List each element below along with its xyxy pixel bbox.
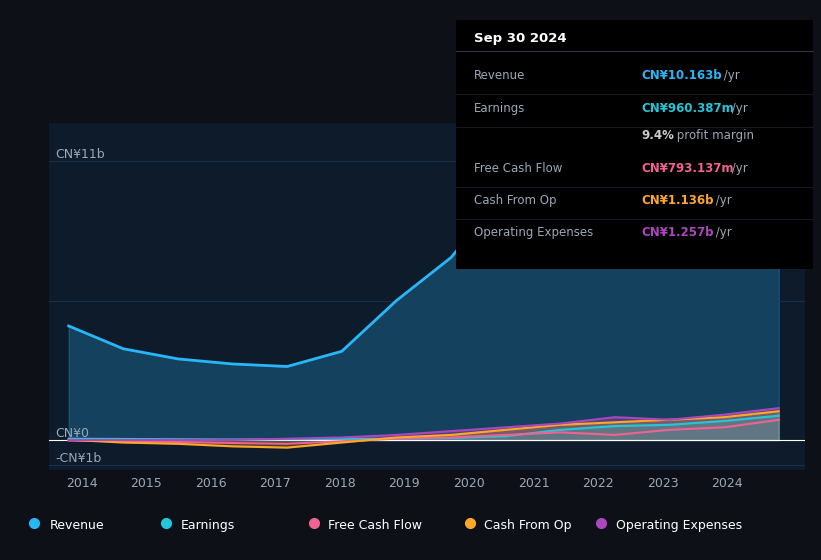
Text: Cash From Op: Cash From Op bbox=[484, 519, 572, 531]
Text: /yr: /yr bbox=[720, 69, 740, 82]
Text: /yr: /yr bbox=[712, 226, 732, 240]
Text: CN¥1.136b: CN¥1.136b bbox=[641, 194, 714, 207]
Text: CN¥1.257b: CN¥1.257b bbox=[641, 226, 714, 240]
Text: Revenue: Revenue bbox=[49, 519, 104, 531]
Text: Earnings: Earnings bbox=[474, 102, 525, 115]
Text: 9.4%: 9.4% bbox=[641, 129, 674, 142]
Text: CN¥11b: CN¥11b bbox=[56, 148, 105, 161]
Text: /yr: /yr bbox=[727, 162, 748, 175]
Text: Sep 30 2024: Sep 30 2024 bbox=[474, 32, 566, 45]
Text: /yr: /yr bbox=[727, 102, 748, 115]
Text: Free Cash Flow: Free Cash Flow bbox=[328, 519, 422, 531]
Text: Revenue: Revenue bbox=[474, 69, 525, 82]
Text: Operating Expenses: Operating Expenses bbox=[474, 226, 593, 240]
Text: profit margin: profit margin bbox=[672, 129, 754, 142]
Text: -CN¥1b: -CN¥1b bbox=[56, 452, 102, 465]
Text: CN¥10.163b: CN¥10.163b bbox=[641, 69, 722, 82]
Text: Operating Expenses: Operating Expenses bbox=[616, 519, 742, 531]
Text: Free Cash Flow: Free Cash Flow bbox=[474, 162, 562, 175]
Text: /yr: /yr bbox=[712, 194, 732, 207]
Text: CN¥0: CN¥0 bbox=[56, 427, 89, 440]
Text: Earnings: Earnings bbox=[181, 519, 235, 531]
Text: Cash From Op: Cash From Op bbox=[474, 194, 556, 207]
Text: CN¥960.387m: CN¥960.387m bbox=[641, 102, 734, 115]
Text: CN¥793.137m: CN¥793.137m bbox=[641, 162, 734, 175]
